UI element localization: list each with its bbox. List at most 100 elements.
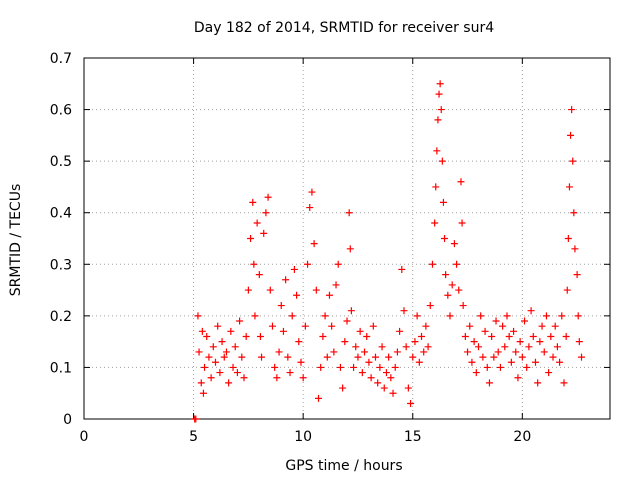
data-points: [191, 80, 586, 423]
data-point: [431, 219, 439, 227]
data-point: [207, 374, 215, 382]
data-point: [525, 343, 533, 351]
y-tick-label: 0.4: [50, 206, 72, 222]
data-point: [376, 363, 384, 371]
data-point: [256, 332, 264, 340]
data-point: [275, 348, 283, 356]
plot-frame: [83, 57, 611, 420]
data-point: [389, 389, 397, 397]
data-point: [310, 240, 318, 248]
data-point: [432, 183, 440, 191]
data-point: [424, 343, 432, 351]
data-point: [510, 327, 518, 335]
x-tick-label: 0: [80, 429, 89, 445]
data-point: [229, 363, 237, 371]
data-point: [551, 322, 559, 330]
data-point: [523, 363, 531, 371]
data-point: [391, 363, 399, 371]
data-point: [341, 338, 349, 346]
x-tick-label: 20: [513, 429, 531, 445]
data-point: [565, 183, 573, 191]
data-point: [477, 312, 485, 320]
data-point: [250, 260, 258, 268]
data-point: [442, 271, 450, 279]
data-point: [198, 327, 206, 335]
data-point: [258, 353, 266, 361]
data-point: [367, 374, 375, 382]
data-point: [479, 353, 487, 361]
data-point: [455, 286, 463, 294]
data-point: [382, 369, 390, 377]
data-point: [468, 358, 476, 366]
data-point: [458, 219, 466, 227]
data-point: [573, 271, 581, 279]
data-point: [553, 343, 561, 351]
data-point: [396, 327, 404, 335]
data-point: [374, 379, 382, 387]
data-point: [534, 379, 542, 387]
data-point: [273, 374, 281, 382]
data-point: [434, 116, 442, 124]
data-point: [490, 353, 498, 361]
data-point: [514, 374, 522, 382]
data-point: [195, 348, 203, 356]
data-point: [192, 415, 200, 423]
data-point: [308, 188, 316, 196]
data-point: [277, 302, 285, 310]
x-tick-label: 15: [404, 429, 422, 445]
data-point: [562, 332, 570, 340]
data-point: [251, 312, 259, 320]
data-point: [301, 322, 309, 330]
data-point: [222, 348, 230, 356]
data-point: [343, 317, 351, 325]
data-point: [536, 338, 544, 346]
data-point: [531, 358, 539, 366]
data-point: [255, 271, 263, 279]
data-point: [457, 178, 465, 186]
data-point: [496, 363, 504, 371]
y-tick-label: 0.5: [50, 154, 72, 170]
y-tick-label: 0.3: [50, 257, 72, 273]
data-point: [470, 338, 478, 346]
data-point: [385, 353, 393, 361]
data-point: [461, 332, 469, 340]
data-point: [242, 332, 250, 340]
data-point: [568, 106, 576, 114]
data-point: [371, 353, 379, 361]
data-point: [512, 348, 520, 356]
data-point: [564, 235, 572, 242]
data-point: [413, 312, 421, 320]
data-point: [361, 348, 369, 356]
data-point: [507, 358, 515, 366]
data-point: [260, 229, 268, 237]
data-point: [365, 358, 373, 366]
data-point: [518, 353, 526, 361]
data-point: [231, 343, 239, 351]
data-point: [400, 307, 408, 315]
data-point: [475, 343, 482, 351]
data-point: [233, 369, 241, 377]
data-point: [363, 332, 371, 340]
data-point: [488, 332, 496, 340]
data-point: [428, 260, 436, 268]
data-point: [529, 332, 537, 340]
data-point: [321, 312, 329, 320]
data-point: [247, 235, 255, 242]
data-point: [238, 353, 246, 361]
data-point: [249, 198, 257, 206]
data-point: [494, 348, 502, 356]
data-point: [448, 281, 456, 289]
data-point: [453, 260, 461, 268]
data-point: [435, 90, 443, 98]
data-point: [441, 235, 449, 242]
data-point: [387, 374, 395, 382]
data-point: [575, 338, 583, 346]
grid-lines: [84, 58, 610, 419]
data-point: [402, 343, 410, 351]
data-point: [436, 80, 444, 88]
data-point: [472, 369, 480, 377]
data-point: [334, 260, 342, 268]
data-point: [201, 363, 209, 371]
data-point: [527, 307, 535, 315]
data-point: [547, 332, 555, 340]
